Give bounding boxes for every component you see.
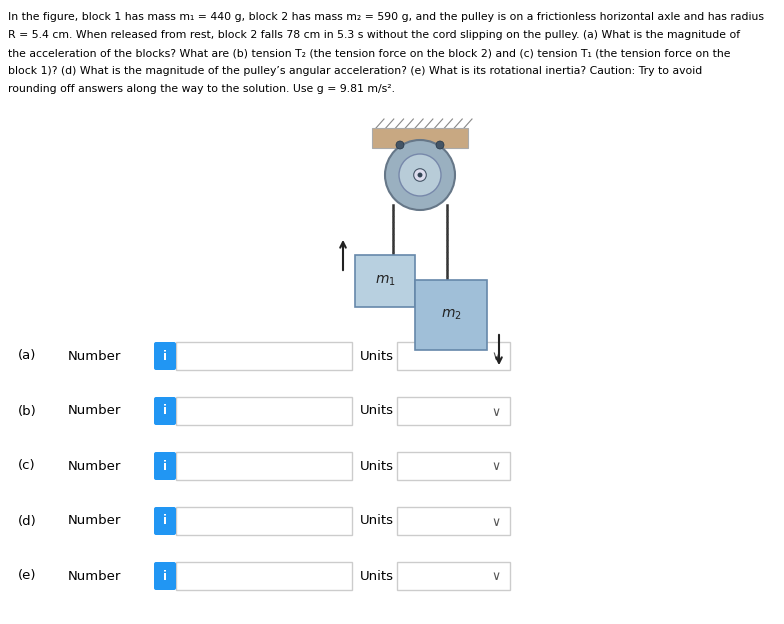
Bar bbox=[397, 562, 510, 590]
Text: (d): (d) bbox=[18, 515, 37, 527]
Bar bbox=[176, 562, 352, 590]
Bar bbox=[176, 452, 352, 480]
Circle shape bbox=[436, 141, 444, 149]
Bar bbox=[397, 397, 510, 425]
Bar bbox=[176, 507, 352, 535]
Text: Units: Units bbox=[360, 515, 394, 527]
Text: ∨: ∨ bbox=[492, 351, 500, 364]
Text: Units: Units bbox=[360, 404, 394, 417]
Text: R = 5.4 cm. When released from rest, block 2 falls 78 cm in 5.3 s without the co: R = 5.4 cm. When released from rest, blo… bbox=[8, 30, 740, 40]
Text: i: i bbox=[163, 404, 167, 417]
Text: Number: Number bbox=[68, 459, 122, 472]
Bar bbox=[176, 342, 352, 370]
Circle shape bbox=[396, 141, 404, 149]
Circle shape bbox=[385, 140, 455, 210]
Text: (e): (e) bbox=[18, 570, 37, 582]
Text: ∨: ∨ bbox=[492, 406, 500, 419]
Text: Units: Units bbox=[360, 349, 394, 363]
Bar bbox=[397, 342, 510, 370]
Bar bbox=[355, 255, 415, 307]
Text: i: i bbox=[163, 570, 167, 582]
Text: ∨: ∨ bbox=[492, 515, 500, 529]
Text: i: i bbox=[163, 349, 167, 363]
Text: $m_2$: $m_2$ bbox=[441, 308, 461, 322]
FancyBboxPatch shape bbox=[154, 452, 176, 480]
Text: ∨: ∨ bbox=[492, 461, 500, 474]
Text: (b): (b) bbox=[18, 404, 37, 417]
Text: (c): (c) bbox=[18, 459, 35, 472]
FancyBboxPatch shape bbox=[154, 397, 176, 425]
Text: ∨: ∨ bbox=[492, 570, 500, 583]
Text: rounding off answers along the way to the solution. Use g = 9.81 m/s².: rounding off answers along the way to th… bbox=[8, 84, 395, 94]
Circle shape bbox=[399, 154, 441, 196]
FancyBboxPatch shape bbox=[154, 507, 176, 535]
Text: i: i bbox=[163, 459, 167, 472]
Text: the acceleration of the blocks? What are (b) tension T₂ (the tension force on th: the acceleration of the blocks? What are… bbox=[8, 48, 731, 58]
Text: Number: Number bbox=[68, 349, 122, 363]
Circle shape bbox=[414, 168, 426, 182]
Text: In the figure, block 1 has mass m₁ = 440 g, block 2 has mass m₂ = 590 g, and the: In the figure, block 1 has mass m₁ = 440… bbox=[8, 12, 764, 22]
Bar bbox=[372, 128, 468, 148]
Text: $m_1$: $m_1$ bbox=[375, 274, 395, 288]
Text: Number: Number bbox=[68, 404, 122, 417]
Bar bbox=[176, 397, 352, 425]
Text: i: i bbox=[163, 515, 167, 527]
Text: Units: Units bbox=[360, 570, 394, 582]
Text: Number: Number bbox=[68, 515, 122, 527]
Circle shape bbox=[418, 173, 423, 177]
Bar bbox=[397, 452, 510, 480]
Text: (a): (a) bbox=[18, 349, 36, 363]
Text: Units: Units bbox=[360, 459, 394, 472]
FancyBboxPatch shape bbox=[154, 562, 176, 590]
Bar bbox=[415, 280, 487, 350]
FancyBboxPatch shape bbox=[154, 342, 176, 370]
Text: Number: Number bbox=[68, 570, 122, 582]
Text: block 1)? (d) What is the magnitude of the pulley’s angular acceleration? (e) Wh: block 1)? (d) What is the magnitude of t… bbox=[8, 66, 702, 76]
Bar bbox=[397, 507, 510, 535]
